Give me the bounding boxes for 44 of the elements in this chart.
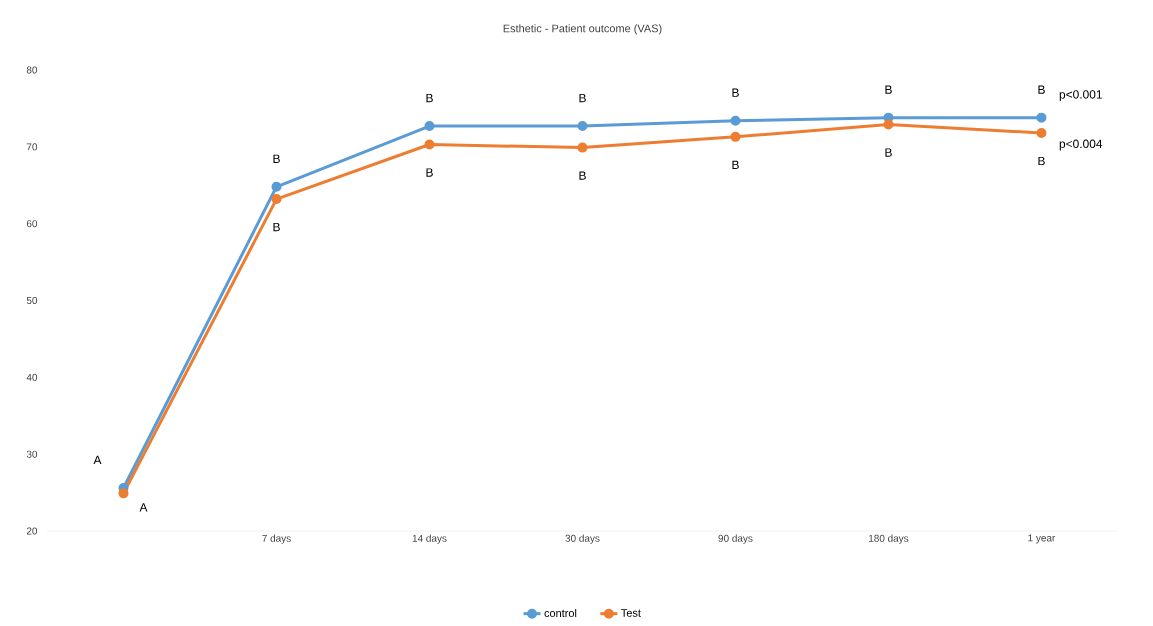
point xyxy=(577,121,588,132)
y-tick-label: 30 xyxy=(26,450,38,458)
x-tick-label: 180 days xyxy=(869,534,909,544)
x-tick-label: 30 days xyxy=(565,534,600,544)
point xyxy=(577,142,588,153)
point xyxy=(1036,128,1047,138)
annotation: B xyxy=(273,154,280,163)
legend-label: control xyxy=(544,608,577,617)
annotation: A xyxy=(93,455,102,465)
annotation: B xyxy=(885,85,892,94)
y-tick-label: 40 xyxy=(26,373,38,381)
x-tick-label: 1 year xyxy=(1028,534,1056,544)
annotation: B xyxy=(579,93,586,103)
annotation: B xyxy=(579,171,586,180)
y-tick-label: 20 xyxy=(26,527,38,535)
annotation: p<0.004 xyxy=(1059,139,1103,151)
annotation: B xyxy=(426,93,433,103)
chart-title: Esthetic - Patient outcome (VAS) xyxy=(503,24,662,35)
annotation: B xyxy=(273,222,280,232)
y-tick-label: 60 xyxy=(26,220,38,228)
annotation: B xyxy=(732,88,739,97)
annotation: B xyxy=(1038,156,1045,166)
legend-label: Test xyxy=(621,609,641,617)
y-tick-label: 70 xyxy=(26,143,38,151)
point xyxy=(730,115,741,126)
point xyxy=(424,121,435,132)
point xyxy=(118,488,129,499)
point xyxy=(1036,112,1047,123)
point xyxy=(730,131,741,142)
x-tick-label: 14 days xyxy=(412,534,447,544)
x-tick-label: 7 days xyxy=(262,534,291,544)
point xyxy=(271,181,282,192)
annotation: B xyxy=(1038,85,1045,94)
point xyxy=(271,194,282,205)
point xyxy=(424,139,435,150)
x-tick-label: 90 days xyxy=(718,534,753,544)
annotation: p<0.001 xyxy=(1059,90,1102,102)
y-tick-label: 50 xyxy=(26,296,38,305)
annotation: A xyxy=(139,503,148,512)
annotation: B xyxy=(732,160,739,169)
annotation: B xyxy=(885,148,892,157)
annotation: B xyxy=(426,168,433,177)
point xyxy=(883,119,894,130)
y-tick-label: 80 xyxy=(26,66,38,74)
